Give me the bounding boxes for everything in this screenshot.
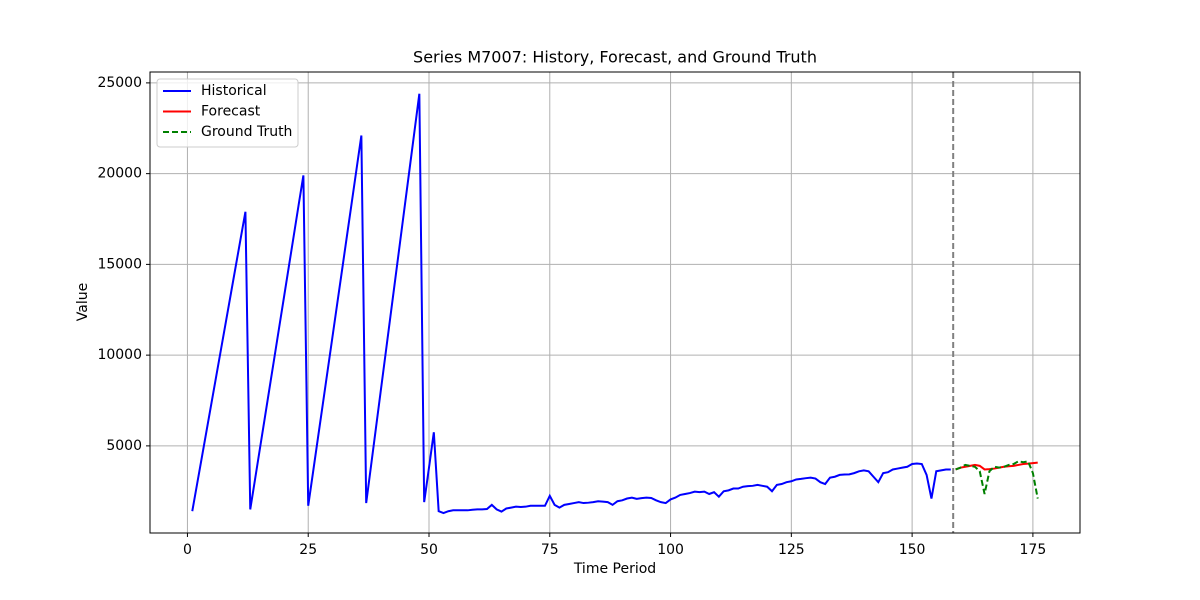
y-axis-label: Value [75,283,91,321]
legend: Historical Forecast Ground Truth [156,78,299,148]
x-tick-label: 150 [899,542,926,558]
y-tick-label: 25000 [97,75,142,91]
x-tick-label: 25 [299,542,317,558]
y-tick-label: 5000 [106,438,142,454]
y-tick-label: 20000 [97,166,142,182]
line-series [955,460,1039,499]
line-series [191,93,951,515]
legend-label: Ground Truth [201,124,292,140]
legend-label: Forecast [201,104,261,120]
legend-box [156,78,299,148]
x-tick-label: 175 [1020,542,1047,558]
x-tick-label: 50 [420,542,438,558]
y-tick-label: 10000 [97,347,142,363]
legend-label: Historical [201,83,267,99]
x-tick-label: 75 [541,542,559,558]
y-tick-label: 15000 [97,256,142,272]
x-tick-label: 125 [778,542,805,558]
chart-title: Series M7007: History, Forecast, and Gro… [413,48,817,67]
x-tick-label: 0 [183,542,192,558]
plot-frame [149,71,1081,534]
x-tick-label: 100 [657,542,684,558]
x-axis-label: Time Period [573,561,656,577]
